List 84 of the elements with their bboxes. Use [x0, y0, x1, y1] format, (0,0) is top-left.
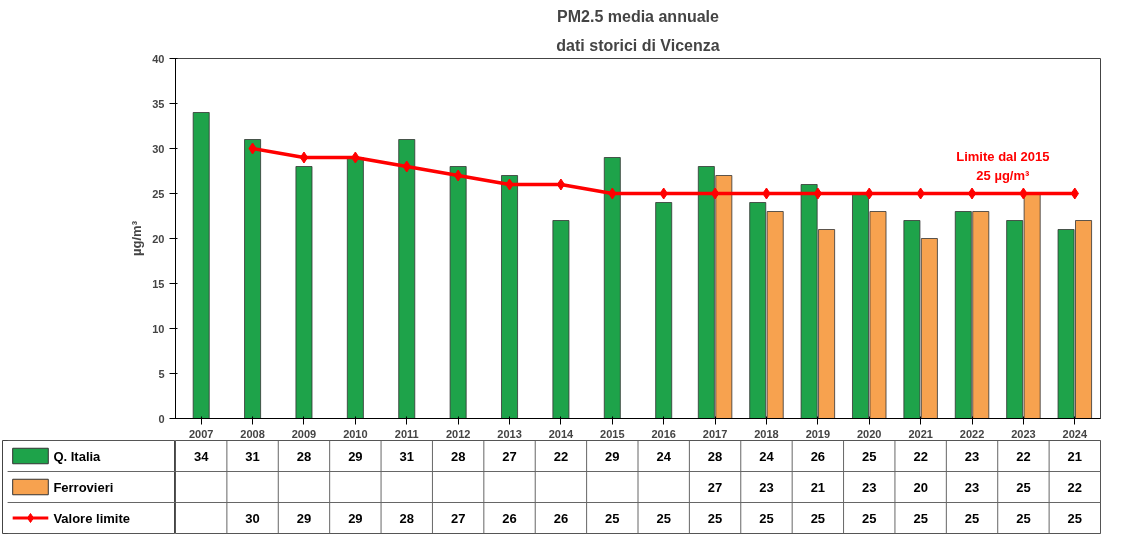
data-label: 25: [1016, 479, 1031, 495]
x-tick-label: 2020: [857, 427, 882, 440]
data-label: 21: [810, 479, 826, 495]
data-label: 25: [707, 510, 723, 526]
x-tick-label: 2011: [394, 427, 419, 440]
x-tick-label: 2023: [1011, 427, 1036, 440]
data-label: 22: [1067, 479, 1083, 495]
data-label: 26: [502, 510, 517, 526]
data-label: 29: [296, 510, 312, 526]
chart-subtitle: dati storici di Vicenza: [556, 36, 720, 54]
y-tick-label: 0: [158, 412, 165, 425]
y-tick-label: 35: [152, 97, 165, 110]
data-label: 28: [296, 448, 312, 464]
data-label: 29: [605, 448, 620, 464]
data-label: 25: [862, 448, 877, 464]
data-label: 28: [450, 448, 466, 464]
data-label: 21: [1067, 448, 1083, 464]
x-tick-label: 2009: [291, 427, 317, 440]
data-label: 23: [964, 479, 980, 495]
legend-label: Q. Italia: [53, 448, 102, 464]
data-label: 22: [1016, 448, 1031, 464]
data-label: 30: [245, 510, 260, 526]
x-tick-label: 2012: [445, 427, 471, 440]
bar: [295, 166, 313, 419]
data-label: 34: [193, 448, 210, 464]
data-label: 27: [707, 479, 723, 495]
data-label: 25: [964, 510, 980, 526]
x-tick-label: 2010: [343, 427, 368, 440]
data-label: 31: [399, 448, 414, 464]
data-label: 23: [862, 479, 877, 495]
data-label: 25: [810, 510, 826, 526]
data-label: 24: [656, 448, 672, 464]
data-label: 22: [913, 448, 928, 464]
data-label: 20: [913, 479, 928, 495]
data-label: 25: [913, 510, 928, 526]
x-tick-label: 2024: [1062, 427, 1088, 440]
y-tick-label: 5: [158, 367, 165, 380]
data-label: 27: [502, 448, 517, 464]
data-label: 28: [707, 448, 723, 464]
legend-label: Ferrovieri: [53, 479, 114, 495]
x-tick-label: 2021: [908, 427, 933, 440]
x-tick-label: 2008: [240, 427, 265, 440]
bar: [346, 157, 364, 419]
data-label: 24: [759, 448, 775, 464]
x-tick-label: 2019: [805, 427, 831, 440]
bar: [244, 139, 262, 419]
data-label: 27: [450, 510, 466, 526]
y-axis-title: µg/m³: [129, 220, 145, 256]
data-label: 25: [1067, 510, 1083, 526]
x-tick-label: 2007: [188, 427, 214, 440]
x-tick-label: 2017: [702, 427, 728, 440]
data-label: 25: [862, 510, 877, 526]
data-label: 23: [759, 479, 774, 495]
data-label: 25: [759, 510, 774, 526]
chart-title: PM2.5 media annuale: [557, 7, 720, 25]
legend-label: Valore limite: [53, 510, 130, 526]
data-label: 26: [553, 510, 569, 526]
data-label: 29: [348, 510, 363, 526]
data-label: 25: [605, 510, 620, 526]
bar: [192, 112, 210, 419]
data-label: 25: [656, 510, 671, 526]
data-label: 22: [553, 448, 569, 464]
x-tick-label: 2013: [497, 427, 522, 440]
data-label: 26: [810, 448, 826, 464]
annotation: Limite dal 2015 25 µg/m³: [956, 148, 1050, 183]
x-tick-label: 2014: [548, 427, 575, 440]
x-tick-label: 2022: [959, 427, 985, 440]
bar: [398, 139, 416, 419]
data-label: 31: [245, 448, 260, 464]
data-label: 25: [1016, 510, 1031, 526]
bar: [449, 166, 467, 419]
x-tick-label: 2015: [600, 427, 625, 440]
data-label: 29: [348, 448, 363, 464]
y-tick-label: 15: [152, 277, 165, 290]
y-tick-label: 25: [152, 187, 165, 200]
y-tick-label: 30: [152, 142, 165, 155]
x-tick-label: 2016: [651, 427, 676, 440]
x-tick-label: 2018: [754, 427, 779, 440]
data-label: 23: [964, 448, 980, 464]
point: [453, 169, 463, 182]
y-tick-label: 40: [152, 52, 165, 65]
y-tick-label: 10: [152, 322, 165, 335]
data-label: 28: [399, 510, 414, 526]
y-tick-label: 20: [152, 232, 165, 245]
